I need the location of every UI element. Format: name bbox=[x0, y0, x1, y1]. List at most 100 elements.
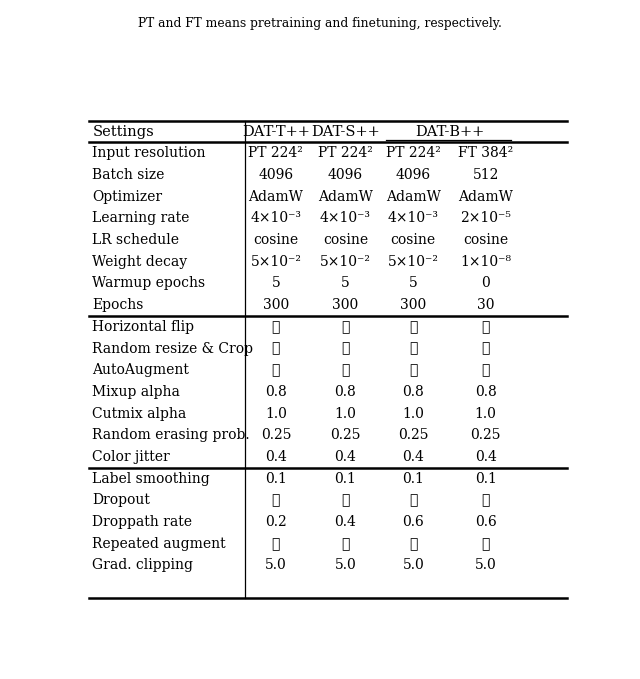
Text: 1.0: 1.0 bbox=[403, 407, 424, 420]
Text: Optimizer: Optimizer bbox=[92, 189, 163, 204]
Text: 0.25: 0.25 bbox=[398, 428, 429, 442]
Text: LR schedule: LR schedule bbox=[92, 233, 179, 247]
Text: AdamW: AdamW bbox=[458, 189, 513, 204]
Text: cosine: cosine bbox=[323, 233, 368, 247]
Text: 0.25: 0.25 bbox=[470, 428, 501, 442]
Text: 2×10⁻⁵: 2×10⁻⁵ bbox=[460, 211, 511, 225]
Text: Label smoothing: Label smoothing bbox=[92, 472, 210, 485]
Text: cosine: cosine bbox=[253, 233, 298, 247]
Text: 5.0: 5.0 bbox=[475, 559, 497, 572]
Text: 30: 30 bbox=[477, 298, 495, 312]
Text: cosine: cosine bbox=[463, 233, 508, 247]
Text: 5×10⁻²: 5×10⁻² bbox=[388, 255, 439, 269]
Text: 0.4: 0.4 bbox=[265, 450, 287, 464]
Text: 0.6: 0.6 bbox=[403, 515, 424, 529]
Text: 4096: 4096 bbox=[328, 168, 363, 182]
Text: 0: 0 bbox=[481, 276, 490, 291]
Text: ✓: ✓ bbox=[409, 320, 417, 334]
Text: 300: 300 bbox=[263, 298, 289, 312]
Text: PT 224²: PT 224² bbox=[248, 146, 303, 160]
Text: 5: 5 bbox=[341, 276, 349, 291]
Text: ✓: ✓ bbox=[341, 320, 349, 334]
Text: 1.0: 1.0 bbox=[265, 407, 287, 420]
Text: AdamW: AdamW bbox=[248, 189, 303, 204]
Text: ✗: ✗ bbox=[272, 494, 280, 507]
Text: ✓: ✓ bbox=[341, 342, 349, 356]
Text: 4×10⁻³: 4×10⁻³ bbox=[388, 211, 439, 225]
Text: DAT-T++: DAT-T++ bbox=[242, 124, 310, 139]
Text: PT 224²: PT 224² bbox=[318, 146, 372, 160]
Text: ✓: ✓ bbox=[409, 342, 417, 356]
Text: 0.4: 0.4 bbox=[335, 450, 356, 464]
Text: ✓: ✓ bbox=[481, 320, 490, 334]
Text: PT and FT means pretraining and finetuning, respectively.: PT and FT means pretraining and finetuni… bbox=[138, 17, 502, 30]
Text: Epochs: Epochs bbox=[92, 298, 144, 312]
Text: PT 224²: PT 224² bbox=[386, 146, 441, 160]
Text: 0.6: 0.6 bbox=[475, 515, 497, 529]
Text: 0.8: 0.8 bbox=[265, 385, 287, 399]
Text: AdamW: AdamW bbox=[386, 189, 441, 204]
Text: ✗: ✗ bbox=[272, 537, 280, 551]
Text: Settings: Settings bbox=[92, 124, 154, 139]
Text: 5.0: 5.0 bbox=[335, 559, 356, 572]
Text: DAT-B++: DAT-B++ bbox=[415, 124, 484, 139]
Text: ✓: ✓ bbox=[481, 342, 490, 356]
Text: Repeated augment: Repeated augment bbox=[92, 537, 226, 551]
Text: ✓: ✓ bbox=[272, 320, 280, 334]
Text: Warmup epochs: Warmup epochs bbox=[92, 276, 205, 291]
Text: AutoAugment: AutoAugment bbox=[92, 363, 189, 378]
Text: 0.25: 0.25 bbox=[260, 428, 291, 442]
Text: ✗: ✗ bbox=[341, 537, 349, 551]
Text: ✓: ✓ bbox=[341, 363, 349, 378]
Text: ✗: ✗ bbox=[481, 537, 490, 551]
Text: 5: 5 bbox=[271, 276, 280, 291]
Text: 4×10⁻³: 4×10⁻³ bbox=[250, 211, 301, 225]
Text: 0.25: 0.25 bbox=[330, 428, 360, 442]
Text: 0.4: 0.4 bbox=[335, 515, 356, 529]
Text: 4096: 4096 bbox=[396, 168, 431, 182]
Text: ✓: ✓ bbox=[409, 363, 417, 378]
Text: Cutmix alpha: Cutmix alpha bbox=[92, 407, 187, 420]
Text: Input resolution: Input resolution bbox=[92, 146, 206, 160]
Text: 0.1: 0.1 bbox=[403, 472, 424, 485]
Text: 1.0: 1.0 bbox=[475, 407, 497, 420]
Text: Learning rate: Learning rate bbox=[92, 211, 190, 225]
Text: 5: 5 bbox=[409, 276, 418, 291]
Text: 5.0: 5.0 bbox=[265, 559, 287, 572]
Text: Mixup alpha: Mixup alpha bbox=[92, 385, 180, 399]
Text: Dropout: Dropout bbox=[92, 494, 150, 507]
Text: Droppath rate: Droppath rate bbox=[92, 515, 193, 529]
Text: 300: 300 bbox=[400, 298, 426, 312]
Text: 0.8: 0.8 bbox=[475, 385, 497, 399]
Text: 0.8: 0.8 bbox=[335, 385, 356, 399]
Text: ✗: ✗ bbox=[409, 494, 417, 507]
Text: ✓: ✓ bbox=[272, 363, 280, 378]
Text: FT 384²: FT 384² bbox=[458, 146, 513, 160]
Text: ✗: ✗ bbox=[481, 494, 490, 507]
Text: Horizontal flip: Horizontal flip bbox=[92, 320, 195, 334]
Text: Weight decay: Weight decay bbox=[92, 255, 188, 269]
Text: Random resize & Crop: Random resize & Crop bbox=[92, 342, 253, 356]
Text: 0.1: 0.1 bbox=[475, 472, 497, 485]
Text: 0.4: 0.4 bbox=[403, 450, 424, 464]
Text: 0.2: 0.2 bbox=[265, 515, 287, 529]
Text: ✓: ✓ bbox=[481, 363, 490, 378]
Text: cosine: cosine bbox=[391, 233, 436, 247]
Text: ✗: ✗ bbox=[409, 537, 417, 551]
Text: 4096: 4096 bbox=[259, 168, 294, 182]
Text: 0.1: 0.1 bbox=[265, 472, 287, 485]
Text: 5.0: 5.0 bbox=[403, 559, 424, 572]
Text: 0.1: 0.1 bbox=[335, 472, 356, 485]
Text: AdamW: AdamW bbox=[318, 189, 372, 204]
Text: 5×10⁻²: 5×10⁻² bbox=[320, 255, 371, 269]
Text: 0.8: 0.8 bbox=[403, 385, 424, 399]
Text: Batch size: Batch size bbox=[92, 168, 164, 182]
Text: 300: 300 bbox=[332, 298, 358, 312]
Text: 1.0: 1.0 bbox=[335, 407, 356, 420]
Text: ✓: ✓ bbox=[272, 342, 280, 356]
Text: Grad. clipping: Grad. clipping bbox=[92, 559, 193, 572]
Text: 0.4: 0.4 bbox=[475, 450, 497, 464]
Text: 4×10⁻³: 4×10⁻³ bbox=[320, 211, 371, 225]
Text: DAT-S++: DAT-S++ bbox=[311, 124, 380, 139]
Text: Random erasing prob.: Random erasing prob. bbox=[92, 428, 250, 442]
